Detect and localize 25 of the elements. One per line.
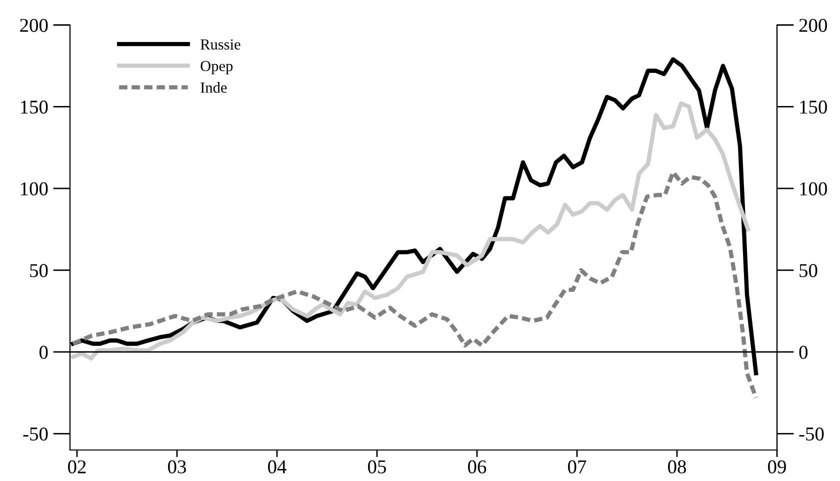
x-tick-label: 04 [268,460,286,474]
x-tick-label: 08 [668,460,686,474]
y-tick-label: 150 [21,100,48,114]
y-tick-label: 0 [39,346,48,359]
legend-label: Inde [200,82,227,93]
x-tick-label: 06 [468,460,486,474]
legend-label: Opep [200,60,233,74]
y2-tick-label: 150 [800,100,827,114]
y2-tick-label: 50 [800,264,818,278]
y2-tick-label: 100 [800,182,827,196]
x-tick-label: 07 [568,460,586,474]
y2-tick-label: 200 [799,18,827,32]
line-series [70,170,758,400]
line-series [70,101,750,361]
x-tick-label: 09 [768,460,786,474]
x-tick-label: 02 [68,460,86,474]
y2-tick-label: 0 [799,346,808,359]
y2-tick-label: -50 [799,427,824,441]
y-tick-label: -50 [23,427,48,441]
y-tick-label: 100 [21,182,48,196]
x-tick-label: 05 [368,460,386,474]
x-tick-label: 03 [168,460,186,474]
y-tick-label: 50 [30,264,48,278]
legend-label: Russie [200,39,240,50]
y-tick-label: 200 [20,18,48,32]
